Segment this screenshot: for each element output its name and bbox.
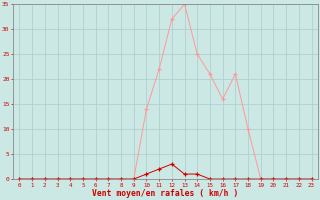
X-axis label: Vent moyen/en rafales ( km/h ): Vent moyen/en rafales ( km/h ): [92, 189, 239, 198]
